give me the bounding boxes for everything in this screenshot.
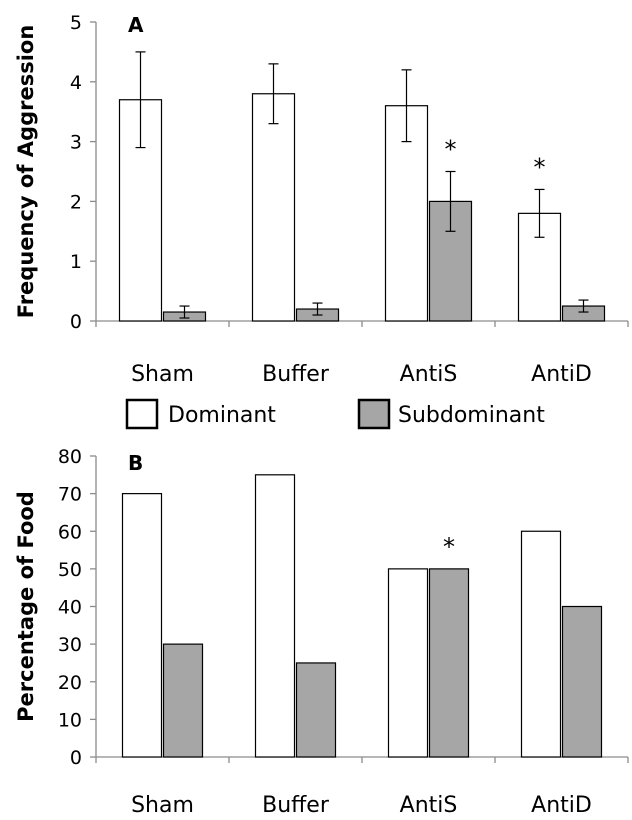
panel-b-y-tick-label: 10 [58,709,82,731]
legend-label-subdominant: Subdominant [398,403,545,428]
panel-a-y-tick-label: 5 [70,12,82,34]
panel-a-category-label: AntiD [531,362,592,387]
panel-a-significance-mark: * [534,153,546,181]
panel-b-y-tick-label: 20 [58,672,82,694]
panel-a-category-label: Buffer [262,362,330,387]
panel-b-y-tick-label: 80 [58,446,82,468]
legend-swatch-dominant [125,398,159,430]
panel-b-y-tick-label: 60 [58,521,82,543]
panel-b-bar-subdominant-antis [428,568,470,758]
panel-a-bar-dominant-buffer [251,93,296,322]
panel-a-y-tick-label: 4 [70,72,82,94]
legend: Dominant Subdominant [125,398,545,430]
panel-b-bar-subdominant-buffer [295,662,337,758]
panel-b-y-tick-label: 0 [70,747,82,769]
panel-b-bar-dominant-antis [387,568,429,758]
panel-b-y-tick-label: 40 [58,597,82,619]
panel-a-category-label: Sham [131,362,194,387]
panel-a-category-label: AntiS [400,362,458,387]
panel-a-y-tick-label: 3 [70,132,82,154]
panel-b-category-label: AntiD [531,793,592,818]
panel-b-y-axis-title: Percentage of Food [14,491,38,722]
panel-b-food-chart: 0 10 20 30 40 50 60 70 80 Sham Buffer AntiS AntiD * B P… [14,446,629,818]
panel-b-bar-dominant-antid [520,530,562,758]
panel-b-category-label: Sham [131,793,194,818]
panel-a-y-tick-label: 0 [70,311,82,333]
panel-a-significance-mark: * [445,136,457,164]
panel-b-y-tick-label: 70 [58,484,82,506]
panel-a-y-tick-label: 2 [70,191,82,213]
panel-b-bar-dominant-sham [121,493,163,758]
legend-label-dominant: Dominant [168,403,276,428]
panel-a-aggression-chart: 0 1 2 3 4 5 Sham Buffer AntiS AntiD * * A Frequency o… [14,12,629,387]
legend-swatch-subdominant [357,398,391,430]
panel-a-panel-label: A [128,13,144,37]
panel-a-bar-dominant-sham [118,99,163,322]
panel-a-y-tick-label: 1 [70,251,82,273]
panel-b-category-label: AntiS [400,793,458,818]
panel-b-bar-subdominant-antid [561,605,603,758]
panel-b-category-label: Buffer [262,793,330,818]
panel-b-bar-subdominant-sham [162,643,204,758]
panel-b-y-tick-label: 30 [58,634,82,656]
panel-a-y-axis-title: Frequency of Aggression [14,25,38,319]
panel-b-panel-label: B [128,451,143,475]
panel-b-y-tick-label: 50 [58,559,82,581]
panel-b-significance-mark: * [443,533,455,561]
panel-b-bar-dominant-buffer [254,474,296,758]
